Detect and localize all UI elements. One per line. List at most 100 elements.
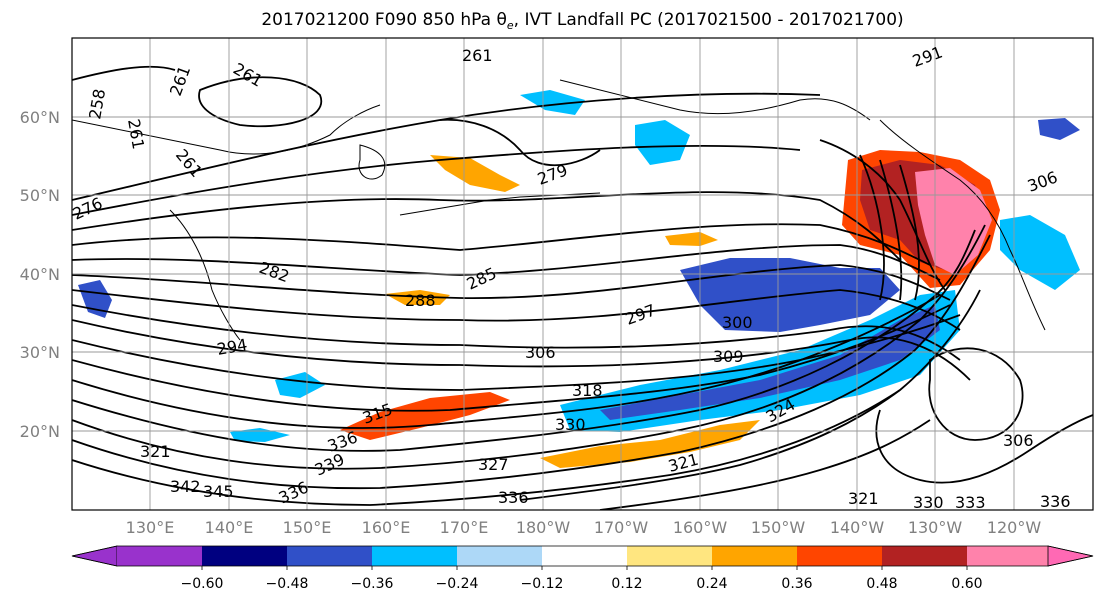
negative-anomaly-subtropic-2 xyxy=(230,428,290,442)
contour-line xyxy=(72,229,976,452)
colorbar-tick-label: 0.48 xyxy=(866,576,897,592)
contour-label: 336 xyxy=(498,488,529,507)
lat-label: 20°N xyxy=(20,422,60,441)
contour-label: 321 xyxy=(140,442,171,461)
lon-label: 140°W xyxy=(830,518,885,537)
colorbar-outline xyxy=(71,545,1094,567)
contour-label: 261 xyxy=(124,117,148,150)
colorbar-extend-max xyxy=(1047,545,1094,567)
longitude-labels: 130°E 140°E 150°E 160°E 170°E 180°W 170°… xyxy=(126,518,1042,537)
contour-line xyxy=(72,244,941,281)
lon-label: 170°W xyxy=(594,518,649,537)
colorbar-tick-marks xyxy=(201,566,968,570)
theta-e-contours xyxy=(72,65,1093,510)
contour-label: 330 xyxy=(913,493,944,512)
contour-label: 309 xyxy=(713,347,744,366)
contour-label: 294 xyxy=(215,335,248,359)
positive-anomaly-west xyxy=(385,290,450,305)
contour-line xyxy=(439,118,601,167)
negative-anomaly-band-inner xyxy=(600,305,940,420)
negative-anomaly-gulf xyxy=(635,120,690,165)
lon-label: 140°E xyxy=(205,518,254,537)
contour-label: 300 xyxy=(722,313,753,332)
contour-line xyxy=(72,223,931,266)
contour-label: 297 xyxy=(623,300,658,328)
contour-line xyxy=(875,409,1093,484)
negative-anomaly-coastal xyxy=(1000,215,1080,290)
positive-anomaly-north xyxy=(430,155,520,192)
colorbar-segment xyxy=(542,546,627,566)
contour-label: 276 xyxy=(70,193,106,223)
colorbar-tick-label: 0.36 xyxy=(781,576,812,592)
contour-label: 261 xyxy=(462,46,493,65)
lat-label: 40°N xyxy=(20,265,60,284)
lon-label: 160°W xyxy=(673,518,728,537)
contour-line xyxy=(928,347,1024,441)
map-frame xyxy=(71,37,1094,511)
contour-label: 342 xyxy=(170,477,201,496)
colorbar: −0.60 −0.48 −0.36 −0.24 −0.12 0.12 0.24 … xyxy=(71,545,1094,592)
colorbar-tick-label: −0.48 xyxy=(266,576,309,592)
coastlines xyxy=(72,79,1046,341)
lat-label: 60°N xyxy=(20,108,60,127)
colorbar-tick-label: −0.12 xyxy=(521,576,564,592)
lat-label: 50°N xyxy=(20,186,60,205)
lon-label: 150°E xyxy=(283,518,332,537)
negative-anomaly-bering xyxy=(520,90,585,115)
contour-label: 330 xyxy=(555,415,586,434)
contour-line xyxy=(72,389,901,506)
colorbar-segment xyxy=(202,546,287,566)
lon-label: 150°W xyxy=(751,518,806,537)
colorbar-segment xyxy=(797,546,882,566)
lon-label: 160°E xyxy=(362,518,411,537)
colorbar-segment xyxy=(882,546,967,566)
positive-anomaly-mid xyxy=(665,232,718,246)
contour-label: 318 xyxy=(572,381,603,400)
map-gridlines xyxy=(72,38,1093,510)
contour-label: 291 xyxy=(910,42,945,70)
contour-label: 306 xyxy=(1003,431,1034,450)
latitude-labels: 60°N 50°N 40°N 30°N 20°N xyxy=(20,108,60,441)
colorbar-tick-label: −0.60 xyxy=(181,576,224,592)
contour-label: 333 xyxy=(955,493,986,512)
contour-label: 261 xyxy=(230,59,266,91)
negative-anomaly-japan-sea xyxy=(78,280,112,318)
lon-label: 120°W xyxy=(987,518,1042,537)
lat-label: 30°N xyxy=(20,343,60,362)
contour-line xyxy=(519,289,981,501)
contour-line xyxy=(599,419,931,510)
contour-line xyxy=(72,314,961,391)
colorbar-segment xyxy=(627,546,712,566)
ivt-shading xyxy=(78,90,1080,468)
negative-anomaly-alaska xyxy=(1038,118,1080,140)
contour-label: 282 xyxy=(257,258,292,286)
contour-line xyxy=(72,304,961,361)
contour-label: 321 xyxy=(848,489,879,508)
contour-label: 306 xyxy=(525,343,556,362)
contour-label: 306 xyxy=(1025,167,1060,195)
contour-label: 285 xyxy=(464,263,500,293)
na-west-coast xyxy=(879,119,1046,331)
contour-line xyxy=(72,65,176,81)
contour-label: 327 xyxy=(478,455,509,474)
lon-label: 130°W xyxy=(908,518,963,537)
colorbar-segment xyxy=(372,546,457,566)
contour-line xyxy=(72,191,901,261)
contour-line xyxy=(72,144,801,216)
contour-label: 288 xyxy=(405,291,436,310)
colorbar-tick-label: −0.24 xyxy=(436,576,479,592)
colorbar-segment xyxy=(712,546,797,566)
kamchatka-coast xyxy=(358,144,386,180)
lon-label: 180°W xyxy=(516,518,571,537)
colorbar-segment xyxy=(967,546,1048,566)
colorbar-extend-min xyxy=(71,545,118,567)
contour-label: 279 xyxy=(535,160,570,188)
contour-line xyxy=(72,304,951,412)
colorbar-segment xyxy=(457,546,542,566)
aleutian-chain xyxy=(399,192,601,216)
colorbar-tick-label: 0.24 xyxy=(696,576,727,592)
positive-anomaly-subtropical-2 xyxy=(540,420,760,468)
colorbar-tick-label: −0.36 xyxy=(351,576,394,592)
colorbar-tick-label: 0.12 xyxy=(611,576,642,592)
